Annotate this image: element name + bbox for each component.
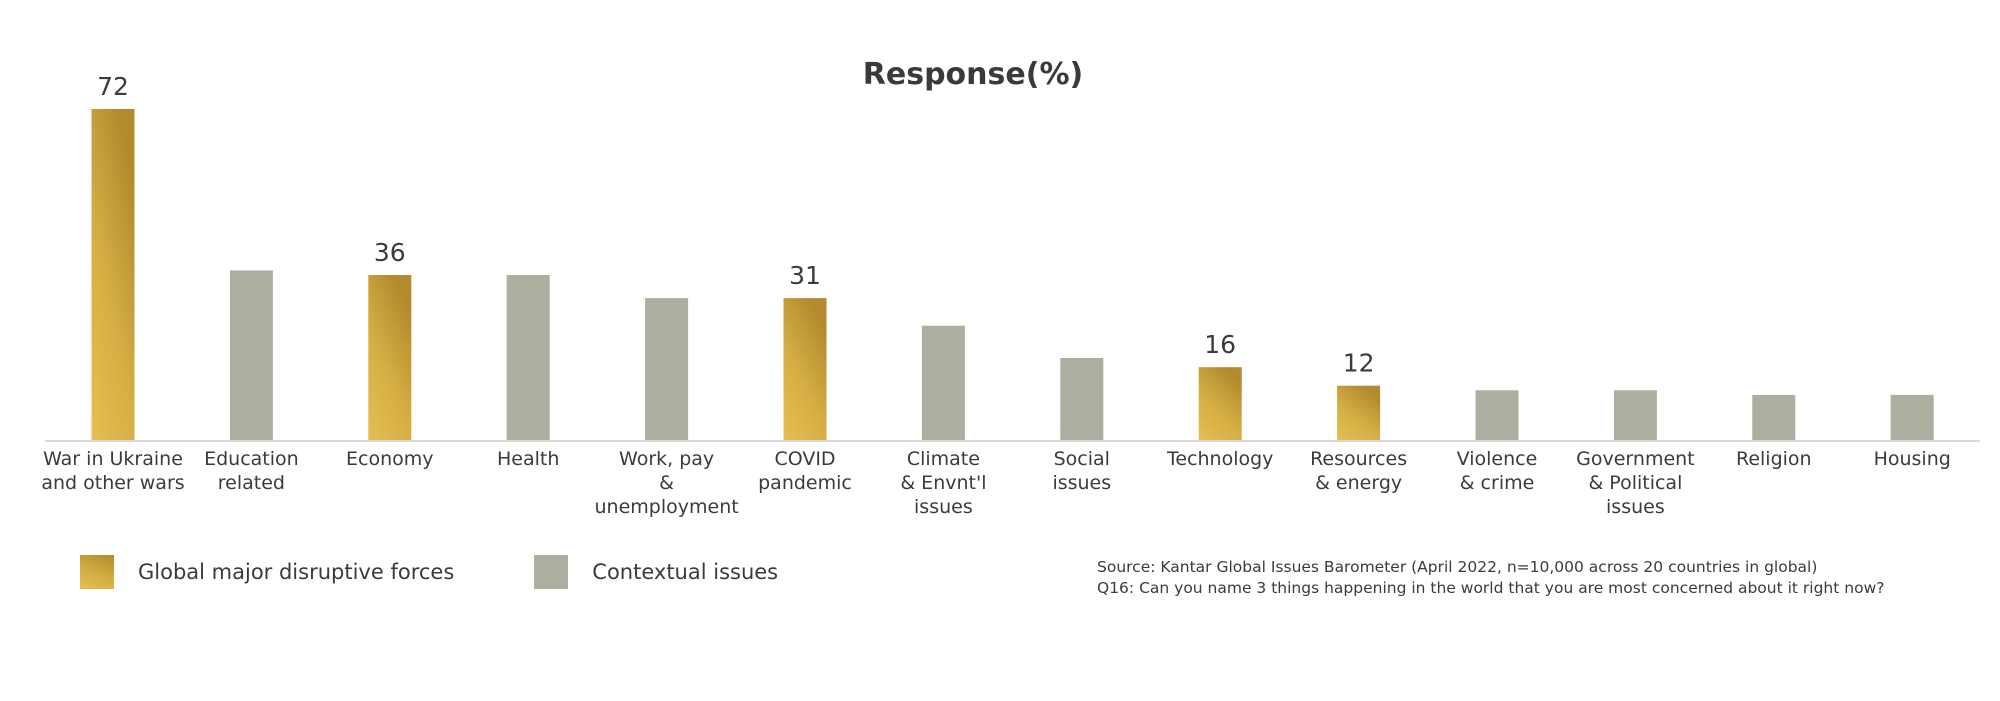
bar-group: 16 Technology	[1166, 330, 1273, 470]
category-label: War in Ukraine and other wars	[41, 448, 184, 494]
bar-group: 12 Resources & energy	[1310, 349, 1407, 494]
bar-group: Work, pay & unemployment	[595, 298, 739, 518]
category-label: Housing	[1874, 448, 1951, 470]
bar-group: Education related	[204, 270, 299, 494]
chart-title: Response(%)	[863, 57, 1083, 92]
bar	[1337, 385, 1381, 441]
legend-item-contextual: Contextual issues	[534, 555, 778, 589]
bar-group: Government & Political issues	[1576, 390, 1695, 518]
bar	[91, 109, 135, 441]
category-label: Work, pay & unemployment	[595, 448, 739, 518]
bar-group: Violence & crime	[1457, 390, 1538, 494]
source-line: Source: Kantar Global Issues Barometer (…	[1097, 558, 1818, 576]
bar-group: 36 Economy	[346, 238, 434, 470]
bar-group: Health	[497, 275, 559, 470]
bar	[921, 325, 965, 441]
bar	[1475, 390, 1519, 441]
category-label: Religion	[1736, 448, 1812, 470]
legend-swatch-disruptive	[80, 555, 114, 589]
question-line: Q16: Can you name 3 things happening in …	[1097, 579, 1885, 597]
category-label: Violence & crime	[1457, 448, 1538, 494]
bar	[1890, 394, 1934, 441]
bar-group: 31 COVID pandemic	[758, 261, 852, 494]
legend-item-disruptive: Global major disruptive forces	[80, 555, 454, 589]
bar-group: Religion	[1736, 394, 1812, 470]
data-label: 31	[789, 261, 821, 290]
bar	[368, 275, 412, 441]
bar	[506, 275, 550, 441]
bar-group: Social issues	[1052, 358, 1111, 494]
bar	[1613, 390, 1657, 441]
category-label: Climate & Envnt'l issues	[900, 448, 986, 518]
bar	[1752, 394, 1796, 441]
legend: Global major disruptive forces Contextua…	[80, 555, 858, 589]
data-label: 16	[1204, 330, 1236, 359]
bar	[229, 270, 273, 441]
bar-group: Housing	[1874, 394, 1951, 470]
category-label: Health	[497, 448, 559, 470]
legend-swatch-contextual	[534, 555, 569, 589]
legend-label-contextual: Contextual issues	[592, 560, 779, 584]
category-label: Technology	[1166, 448, 1273, 470]
category-label: Social issues	[1052, 448, 1111, 494]
category-label: Resources & energy	[1310, 448, 1407, 494]
category-label: Education related	[204, 448, 299, 494]
bar-group: 72 War in Ukraine and other wars	[41, 72, 184, 494]
category-label: COVID pandemic	[758, 448, 852, 494]
source-note: Source: Kantar Global Issues Barometer (…	[1097, 557, 1884, 599]
data-label: 36	[374, 238, 406, 267]
bars-layer: 72 War in Ukraine and other wars Education r…	[41, 72, 1950, 518]
category-label: Economy	[346, 448, 434, 470]
bar-group: Climate & Envnt'l issues	[900, 325, 986, 518]
data-label: 12	[1343, 349, 1375, 378]
bar	[645, 298, 689, 441]
bar	[1198, 367, 1242, 441]
category-label: Government & Political issues	[1576, 448, 1695, 518]
bar	[783, 298, 827, 441]
bar	[1060, 358, 1104, 441]
data-label: 72	[97, 72, 129, 101]
legend-label-disruptive: Global major disruptive forces	[138, 560, 455, 584]
